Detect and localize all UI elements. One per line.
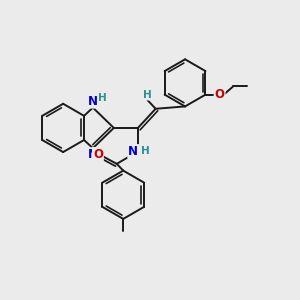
Text: O: O	[214, 88, 225, 101]
Text: H: H	[98, 93, 107, 103]
Text: N: N	[128, 145, 138, 158]
Text: N: N	[88, 94, 98, 108]
Text: N: N	[88, 148, 98, 161]
Text: H: H	[141, 146, 150, 157]
Text: H: H	[143, 90, 152, 100]
Text: O: O	[93, 148, 103, 161]
